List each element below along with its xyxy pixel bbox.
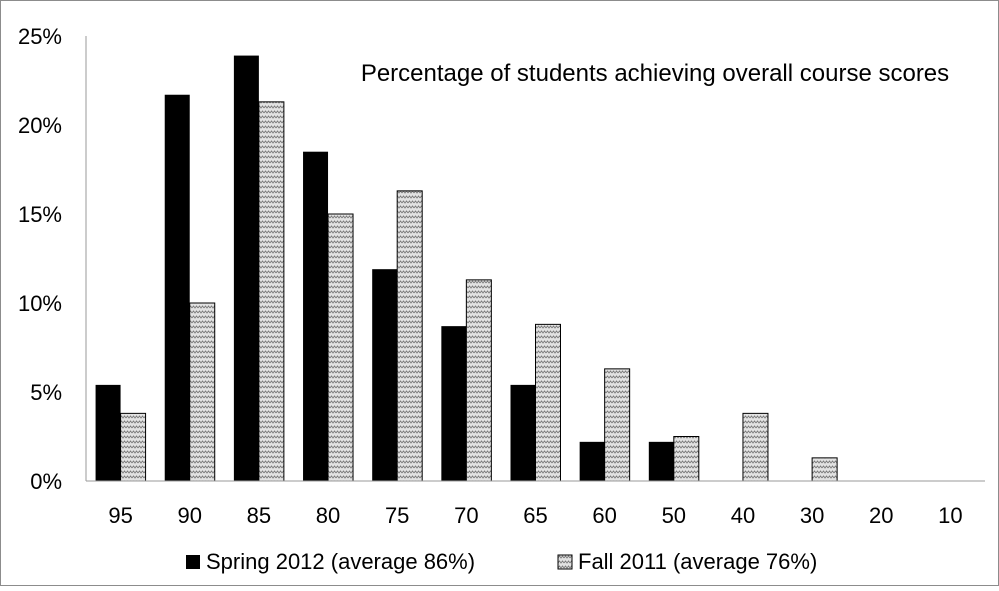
bar-spring-2012: [648, 441, 674, 481]
bar-fall-2011: [742, 412, 769, 482]
x-tick-label: 70: [454, 503, 478, 528]
legend-swatch-fall-2011: [557, 554, 573, 570]
bar-fall-2011: [327, 213, 354, 482]
chart-title: Percentage of students achieving overall…: [361, 60, 949, 87]
x-tick-label: 60: [592, 503, 616, 528]
x-tick-label: 85: [247, 503, 271, 528]
y-tick-label: 20%: [18, 113, 62, 138]
bar-fall-2011: [604, 368, 631, 482]
legend-label-spring-2012: Spring 2012 (average 86%): [206, 549, 475, 574]
bar-spring-2012: [233, 55, 259, 481]
y-tick-label: 5%: [30, 380, 62, 405]
bar-spring-2012: [579, 441, 605, 481]
bar-fall-2011: [189, 302, 216, 482]
bar-spring-2012: [372, 269, 398, 481]
x-tick-label: 80: [316, 503, 340, 528]
x-tick-label: 75: [385, 503, 409, 528]
bar-fall-2011: [811, 457, 838, 482]
legend-label-fall-2011: Fall 2011 (average 76%): [578, 549, 817, 574]
x-tick-label: 65: [523, 503, 547, 528]
y-tick-label: 0%: [30, 469, 62, 494]
x-tick-label: 10: [938, 503, 962, 528]
x-tick-label: 90: [177, 503, 201, 528]
bars: [95, 55, 838, 482]
x-axis-tick-labels: 95 90 85 80 75 70 65 60 50 40 30 20 10: [108, 503, 962, 528]
x-tick-label: 20: [869, 503, 893, 528]
y-tick-label: 25%: [18, 24, 62, 49]
bar-fall-2011: [535, 323, 561, 482]
x-tick-label: 95: [108, 503, 132, 528]
bar-fall-2011: [465, 279, 492, 482]
bar-spring-2012: [95, 384, 121, 481]
bar-spring-2012: [303, 151, 329, 481]
legend: Spring 2012 (average 86%) Fall 2011 (ave…: [186, 549, 817, 574]
x-tick-label: 40: [731, 503, 755, 528]
bar-spring-2012: [510, 384, 536, 481]
y-axis-tick-labels: 0% 5% 10% 15% 20% 25%: [18, 24, 62, 494]
x-tick-label: 30: [800, 503, 824, 528]
y-tick-label: 15%: [18, 202, 62, 227]
bar-fall-2011: [120, 412, 147, 482]
bar-fall-2011: [673, 436, 700, 482]
bar-spring-2012: [164, 94, 190, 482]
bar-fall-2011: [396, 190, 423, 482]
x-tick-label: 50: [662, 503, 686, 528]
bar-fall-2011: [258, 101, 285, 482]
y-tick-label: 10%: [18, 291, 62, 316]
legend-swatch-spring-2012: [186, 555, 200, 569]
bar-spring-2012: [441, 326, 467, 481]
